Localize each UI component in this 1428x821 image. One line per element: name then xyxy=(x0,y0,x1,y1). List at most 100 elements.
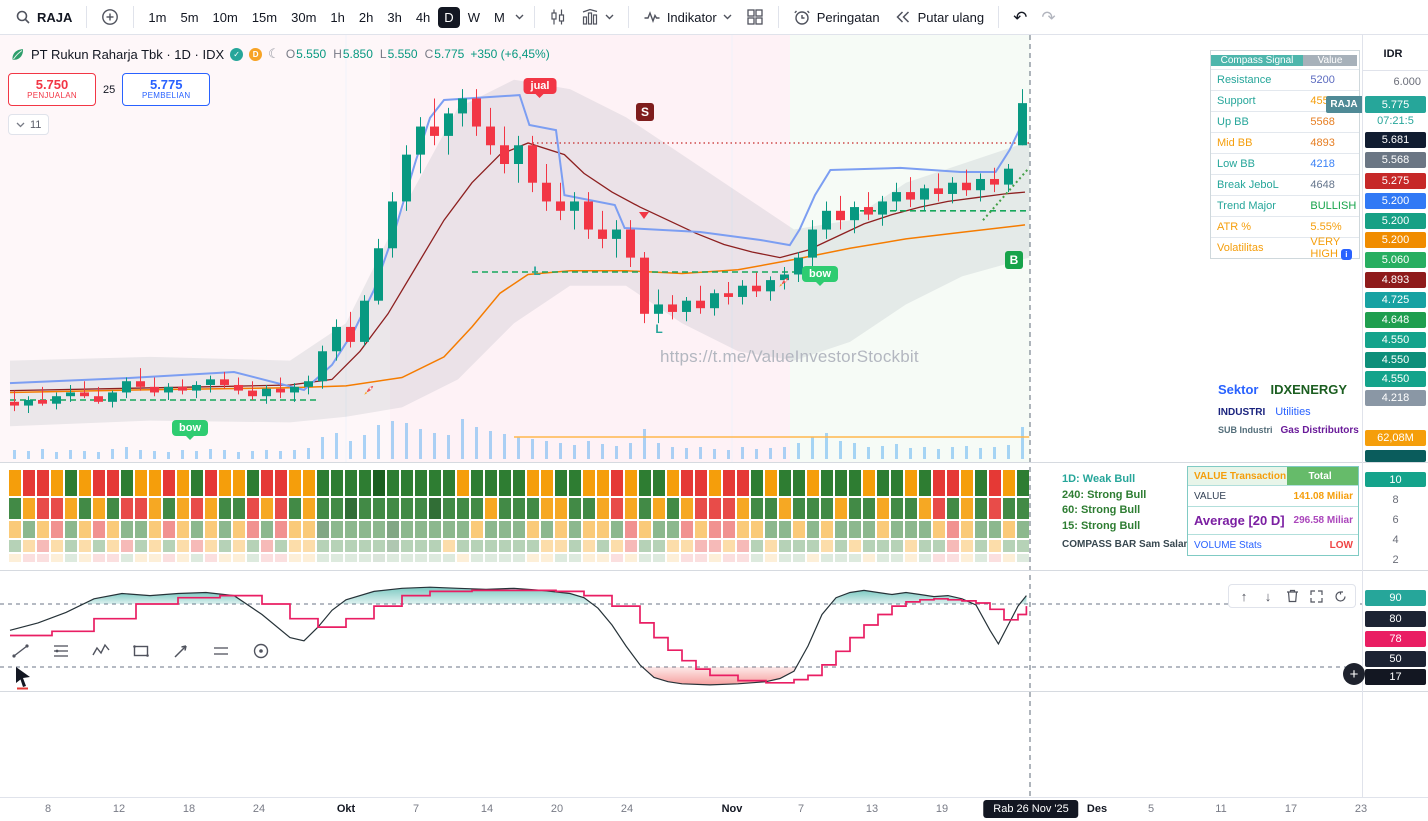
price-axis[interactable]: IDR 6.000 5.775 07:21:5 5.681 5.568 5.275 5.200… xyxy=(1363,0,1428,797)
circle-target-tool[interactable] xyxy=(248,638,274,664)
value-row: VOLUME Stats LOW xyxy=(1188,534,1358,555)
indicator-price-label: 5.200 xyxy=(1365,213,1426,229)
alarm-clock-icon xyxy=(793,8,811,26)
ohlc-values: O5.550 H5.850 L5.550 C5.775 xyxy=(286,47,465,61)
timeframe-2h[interactable]: 2h xyxy=(358,9,374,25)
time-axis[interactable]: 8 12 18 24 Okt 7 14 20 24 Nov 7 13 19 Des 5 11 17 23 Rab 2… xyxy=(0,797,1428,821)
sell-marker: S xyxy=(636,103,654,121)
timeframe-15m[interactable]: 15m xyxy=(251,9,278,25)
trend-line-tool[interactable] xyxy=(8,638,34,664)
maximize-pane-button[interactable] xyxy=(1305,587,1327,605)
sector-value: IDXENERGY xyxy=(1270,382,1348,397)
indicators-button[interactable]: Indikator xyxy=(636,4,739,30)
timeframe-5m[interactable]: 5m xyxy=(180,9,199,25)
total-header: Total xyxy=(1287,467,1358,485)
time-label: Okt xyxy=(336,803,356,815)
timeframe-W[interactable]: W xyxy=(467,9,480,25)
indicator-price-label: 5.060 xyxy=(1365,252,1426,268)
subindustry-value: Gas Distributors xyxy=(1280,425,1359,436)
compass-row: Break JeboL 4648 xyxy=(1211,174,1359,195)
volume-tick: 4 xyxy=(1392,534,1399,546)
indicator-price-label: 4.893 xyxy=(1365,272,1426,288)
last-price-label: 5.775 xyxy=(1365,96,1426,113)
cursor-pointer-indicator xyxy=(14,666,40,690)
volume-tick: 2 xyxy=(1392,554,1399,566)
sell-button[interactable]: 5.750 PENJUALAN xyxy=(8,73,96,106)
add-order-button[interactable]: + xyxy=(1343,663,1365,685)
rectangle-tool[interactable] xyxy=(128,638,154,664)
summary-line: 1D: Weak Bull xyxy=(1062,473,1136,485)
top-toolbar: RAJA 1m 5m 10m 15m 30m 1h 2h 3h 4h D W M xyxy=(0,0,1428,35)
arrow-marker-tool[interactable] xyxy=(168,638,194,664)
buy-button[interactable]: 5.775 PEMBELIAN xyxy=(122,73,211,106)
spread-value: 25 xyxy=(103,83,116,96)
time-label: 17 xyxy=(1284,803,1298,815)
ohlc-item: H5.850 xyxy=(333,47,373,61)
indicator-price-label: 5.200 xyxy=(1365,193,1426,209)
timeframe-4h[interactable]: 4h xyxy=(415,9,431,25)
parallel-channel-tool[interactable] xyxy=(208,638,234,664)
indicator-price-label: 4.550 xyxy=(1365,352,1426,368)
replay-button[interactable]: Putar ulang xyxy=(887,4,992,30)
timeframe-dropdown[interactable] xyxy=(512,10,527,24)
alert-button[interactable]: Peringatan xyxy=(786,4,887,30)
indicator-price-label: 4.725 xyxy=(1365,292,1426,308)
symbol-search-button[interactable]: RAJA xyxy=(8,5,79,29)
timeframe-D[interactable]: D xyxy=(438,6,460,28)
compare-add-button[interactable] xyxy=(94,4,126,30)
plus-circle-icon xyxy=(101,8,119,26)
redo-icon: ↷ xyxy=(1041,7,1056,27)
timeframe-M[interactable]: M xyxy=(493,9,505,25)
buy-price: 5.775 xyxy=(149,76,183,92)
indicator-price-label: 5.681 xyxy=(1365,132,1426,148)
price-change: +350 (+6,45%) xyxy=(470,47,550,61)
value-transaction-table: VALUE Transaction Total VALUE 141.08 Miliar… xyxy=(1187,466,1359,556)
oscillator-label: 90 xyxy=(1365,590,1426,606)
wave-pattern-tool[interactable] xyxy=(88,638,114,664)
source-dot-icon: ✓ xyxy=(230,47,244,61)
timeframe-10m[interactable]: 10m xyxy=(212,9,238,25)
layout-grid-button[interactable] xyxy=(739,4,771,30)
currency-label[interactable]: IDR xyxy=(1383,48,1403,60)
timeframe-1m[interactable]: 1m xyxy=(148,9,167,25)
indicator-price-label xyxy=(1365,450,1426,462)
summary-source: COMPASS BAR Sam Salamun xyxy=(1062,539,1205,550)
timeframe-30m[interactable]: 30m xyxy=(291,9,317,25)
redo-button[interactable]: ↷ xyxy=(1034,5,1062,30)
indicator-price-label: 4.218 xyxy=(1365,390,1426,406)
symbol-title[interactable]: PT Rukun Raharja Tbk · 1D · IDX xyxy=(31,46,225,62)
oscillator-label: 80 xyxy=(1365,611,1426,627)
chart-type-candles-button[interactable] xyxy=(542,4,574,30)
ohlc-item: L5.550 xyxy=(379,47,418,61)
undo-button[interactable]: ↶ xyxy=(1006,5,1034,30)
leaf-icon xyxy=(10,47,25,62)
grid-layout-icon xyxy=(746,8,764,26)
timeframe-1h[interactable]: 1h xyxy=(330,9,345,25)
volume-label: 10 xyxy=(1365,472,1426,487)
indicator-pulse-icon xyxy=(643,8,661,26)
refresh-pane-button[interactable] xyxy=(1329,587,1351,605)
oscillator-label: 17 xyxy=(1365,669,1426,685)
summary-line: 15: Strong Bull xyxy=(1062,519,1141,532)
order-panel: 5.750 PENJUALAN 25 5.775 PEMBELIAN xyxy=(8,73,211,106)
object-tree-chip[interactable]: 11 xyxy=(8,114,50,135)
toolbar-divider xyxy=(627,6,629,28)
time-label: 7 xyxy=(412,803,420,815)
time-label: 24 xyxy=(252,803,266,815)
indicator-price-label: 62,08M xyxy=(1365,430,1426,446)
toolbar-divider xyxy=(86,6,88,28)
bar-countdown: 07:21:5 xyxy=(1377,115,1414,127)
sell-signal-tag: jual xyxy=(523,78,557,94)
move-pane-up-button[interactable]: ↑ xyxy=(1240,588,1248,604)
interval-badge: D xyxy=(249,47,263,61)
fib-retracement-tool[interactable] xyxy=(48,638,74,664)
timeframe-3h[interactable]: 3h xyxy=(387,9,402,25)
time-label: 7 xyxy=(797,803,805,815)
time-label: 23 xyxy=(1354,803,1368,815)
subindustry-label: SUB Industri xyxy=(1218,425,1273,435)
delete-pane-button[interactable] xyxy=(1281,587,1303,605)
move-pane-down-button[interactable]: ↓ xyxy=(1264,588,1272,604)
drawing-toolbar xyxy=(8,638,274,664)
chart-layout-style-button[interactable] xyxy=(574,4,621,30)
